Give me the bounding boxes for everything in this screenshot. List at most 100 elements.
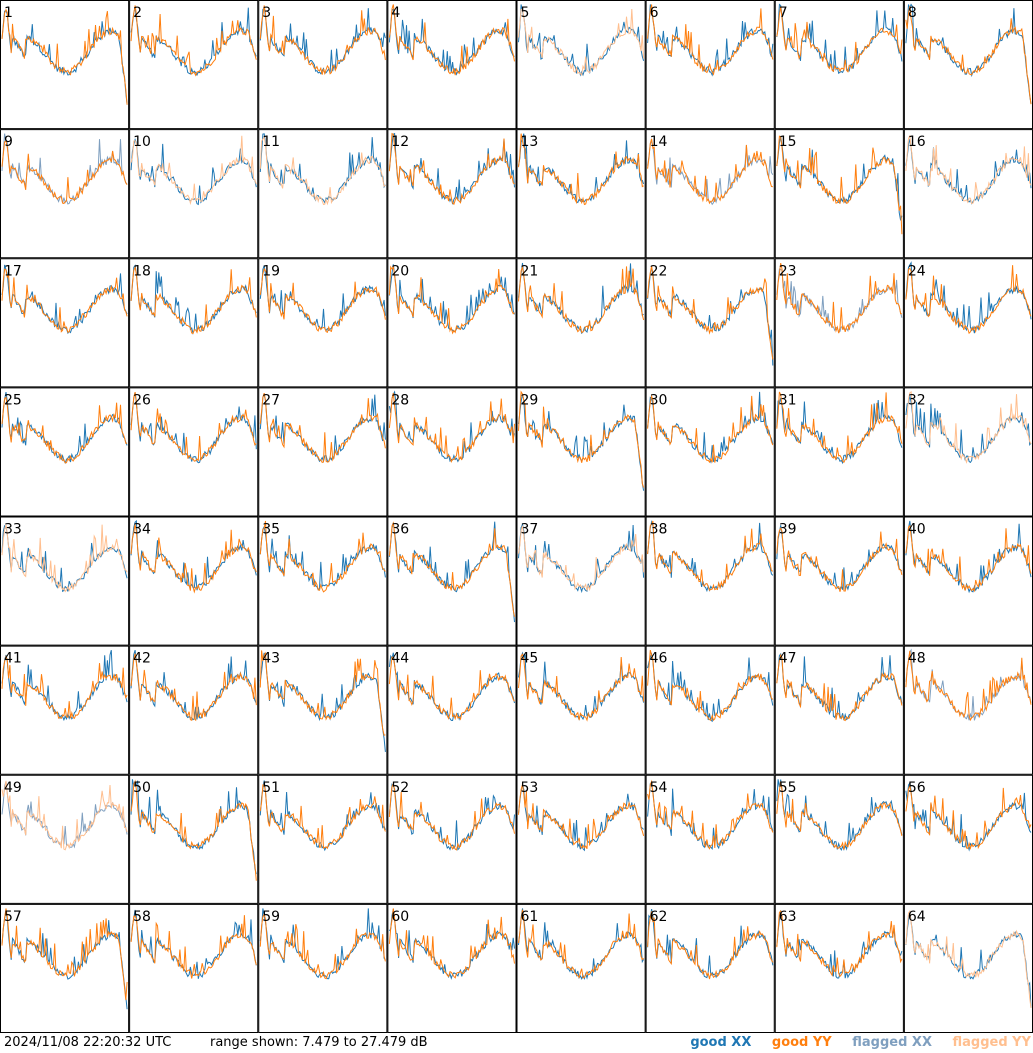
series-yy-line: [518, 133, 644, 206]
panel-50: 50: [129, 774, 259, 904]
panel-label: 41: [4, 651, 22, 667]
panel-label: 32: [908, 392, 926, 408]
series-yy-line: [776, 781, 903, 850]
panel-label: 16: [908, 134, 926, 150]
panel-45: 45: [516, 645, 646, 775]
series-yy-line: [388, 521, 515, 617]
panel-label: 52: [391, 780, 409, 796]
panel-label: 34: [133, 522, 151, 538]
panel-label: 62: [650, 909, 668, 925]
panel-frame: [258, 129, 388, 259]
panel-34: 34: [129, 516, 259, 646]
series-yy-line: [388, 132, 515, 206]
panel-22: 22: [645, 258, 775, 388]
panel-label: 24: [908, 263, 926, 279]
series-yy-line: [776, 909, 903, 978]
panel-1: 1: [0, 0, 130, 130]
panel-24: 24: [903, 258, 1033, 388]
panel-frame: [774, 129, 904, 259]
panel-38: 38: [645, 516, 775, 646]
panel-frame: [774, 0, 904, 130]
series-yy-line: [776, 262, 902, 334]
panel-label: 18: [133, 263, 151, 279]
panel-14: 14: [645, 129, 775, 259]
series-yy-line: [518, 265, 645, 334]
panel-25: 25: [0, 387, 130, 517]
series-yy-line: [130, 653, 257, 722]
panel-frame: [129, 0, 259, 130]
legend-flagged-yy: flagged YY: [952, 1035, 1032, 1050]
panel-label: 49: [4, 780, 22, 796]
panel-9: 9: [0, 129, 130, 259]
panel-17: 17: [0, 258, 130, 388]
legend-good-yy: good YY: [771, 1035, 832, 1050]
panel-frame: [645, 774, 775, 904]
panel-label: 26: [133, 392, 151, 408]
panel-frame: [258, 516, 388, 646]
panel-label: 30: [650, 392, 668, 408]
panel-frame: [903, 129, 1033, 259]
panel-label: 17: [4, 263, 22, 279]
series-yy-line: [1, 396, 128, 464]
series-yy-line: [1, 8, 128, 105]
panel-label: 42: [133, 651, 151, 667]
panel-39: 39: [774, 516, 904, 646]
series-yy-line: [518, 909, 644, 979]
panel-label: 60: [391, 909, 409, 925]
panel-5: 5: [516, 0, 646, 130]
panel-36: 36: [387, 516, 517, 646]
panel-30: 30: [645, 387, 775, 517]
panel-16: 16: [903, 129, 1033, 259]
panel-frame: [645, 516, 775, 646]
series-xx-line: [905, 261, 1032, 334]
panel-frame: [387, 903, 517, 1033]
panel-32: 32: [903, 387, 1033, 517]
panel-13: 13: [516, 129, 646, 259]
panel-frame: [387, 774, 517, 904]
panel-55: 55: [774, 774, 904, 904]
panel-frame: [0, 903, 130, 1033]
panel-28: 28: [387, 387, 517, 517]
panel-44: 44: [387, 645, 517, 775]
panel-63: 63: [774, 903, 904, 1033]
panel-label: 21: [521, 263, 539, 279]
panel-label: 33: [4, 522, 22, 538]
panel-31: 31: [774, 387, 904, 517]
series-yy-line: [1, 780, 128, 851]
panel-33: 33: [0, 516, 130, 646]
panel-label: 63: [779, 909, 797, 925]
series-yy-line: [905, 650, 1032, 722]
panel-label: 59: [262, 909, 280, 925]
panel-label: 31: [779, 392, 797, 408]
panel-label: 3: [262, 5, 271, 21]
panel-label: 6: [650, 5, 659, 21]
series-yy-line: [1, 655, 128, 720]
panel-frame: [516, 774, 646, 904]
panel-59: 59: [258, 903, 388, 1033]
panel-51: 51: [258, 774, 388, 904]
panel-54: 54: [645, 774, 775, 904]
panel-7: 7: [774, 0, 904, 130]
panel-label: 35: [262, 522, 280, 538]
series-xx-line: [518, 651, 645, 721]
panel-frame: [774, 903, 904, 1033]
series-yy-line: [518, 784, 645, 850]
series-yy-line: [130, 5, 257, 77]
panel-57: 57: [0, 903, 130, 1033]
panel-label: 50: [133, 780, 151, 796]
panel-label: 12: [391, 134, 409, 150]
panel-label: 47: [779, 651, 797, 667]
panel-frame: [0, 129, 130, 259]
panel-label: 4: [391, 5, 400, 21]
panel-label: 43: [262, 651, 280, 667]
panel-label: 53: [521, 780, 539, 796]
panel-label: 13: [521, 134, 539, 150]
series-yy-line: [647, 4, 774, 76]
panel-21: 21: [516, 258, 646, 388]
panel-20: 20: [387, 258, 517, 388]
series-yy-line: [905, 135, 1032, 205]
panel-label: 37: [521, 522, 539, 538]
series-yy-line: [647, 266, 774, 360]
series-yy-line: [518, 653, 645, 722]
panel-23: 23: [774, 258, 904, 388]
